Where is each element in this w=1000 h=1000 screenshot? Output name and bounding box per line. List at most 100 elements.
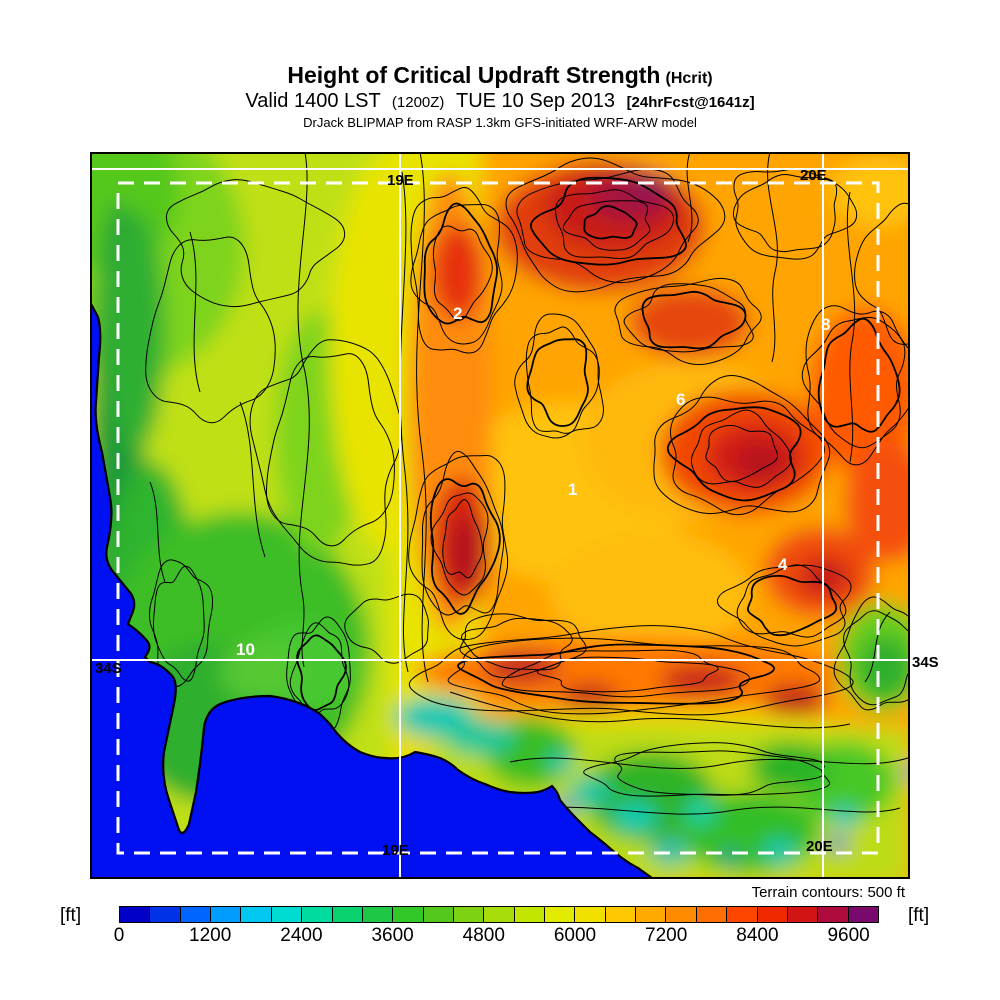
colorbar-segment (393, 907, 424, 922)
site-marker: 4 (778, 555, 788, 574)
colorbar-tick-label: 7200 (645, 925, 688, 946)
terrain-contour (145, 236, 276, 424)
site-marker: 10 (236, 640, 255, 659)
colorbar-segment (696, 907, 728, 922)
colorbar-tick-label: 1200 (189, 925, 232, 946)
terrain-contour (249, 339, 402, 566)
terrain-contour (843, 610, 910, 706)
terrain-contour (653, 375, 831, 515)
terrain-contour (846, 191, 856, 463)
terrain-contour (733, 168, 858, 260)
colorbar-unit-left: [ft] (60, 905, 82, 926)
model-domain-box (116, 181, 880, 855)
terrain-contour (690, 409, 792, 488)
colorbar-tick-label: 9600 (827, 925, 870, 946)
colorbar-segment (362, 907, 394, 922)
model-line: DrJack BLIPMAP from RASP 1.3km GFS-initi… (303, 115, 697, 131)
colorbar-segment (757, 907, 788, 922)
colorbar-unit-right: [ft] (908, 905, 930, 926)
colorbar-segment (575, 907, 606, 922)
terrain-contour (747, 574, 838, 637)
title-parameter: (Hcrit) (665, 70, 713, 87)
terrain-contour (705, 424, 779, 482)
colorbar-segment (848, 907, 878, 922)
valid-time-zulu: (1200Z) (391, 94, 445, 112)
terrain-contour (555, 189, 675, 260)
terrain-contour (529, 176, 687, 266)
colorbar-tick-label: 8400 (736, 925, 779, 946)
terrain-contour (514, 313, 604, 439)
terrain-contour (423, 202, 498, 325)
terrain-contour (432, 225, 493, 321)
terrain-contour (265, 353, 395, 547)
terrain-contour (429, 478, 501, 615)
terrain-contour-note: Terrain contours: 500 ft (751, 884, 905, 901)
terrain-contour (833, 596, 910, 711)
header: Height of Critical Updraft Strength (Hcri… (0, 62, 1000, 131)
colorbar-segment (727, 907, 758, 922)
terrain-contour (421, 450, 505, 616)
colorbar-segment (120, 907, 151, 922)
terrain-contour (864, 611, 891, 683)
colorbar-segment (666, 907, 697, 922)
terrain-contour (410, 203, 503, 345)
site-marker: 6 (676, 390, 685, 409)
terrain-contour (296, 634, 347, 711)
terrain-contour (614, 750, 824, 796)
colorbar-segment (150, 907, 181, 922)
site-marker: 2 (453, 304, 462, 323)
terrain-contour (686, 152, 693, 243)
site-marker: 8 (821, 315, 830, 334)
terrain-contour (716, 564, 852, 647)
terrain-contour (461, 617, 573, 671)
colorbar-segment (787, 907, 819, 922)
terrain-contour (408, 454, 509, 641)
colorbar-tick-label: 0 (113, 925, 125, 946)
grid-label-34s-left: 34S (95, 660, 122, 677)
terrain-contour (669, 396, 825, 516)
terrain-contour (410, 187, 518, 354)
colorbar-segment (605, 907, 637, 922)
terrain-contour (501, 649, 750, 698)
terrain-contour (149, 481, 166, 583)
terrain-contour (408, 625, 854, 716)
colorbar-segment (332, 907, 363, 922)
colorbar-tick-label: 2400 (280, 925, 323, 946)
terrain-contour (442, 499, 483, 579)
colorbar-segment (545, 907, 576, 922)
terrain-contour (736, 564, 847, 638)
colorbar-ticks: 0 1200 2400 3600 4800 6000 7200 8400 9600 (114, 925, 879, 949)
terrain-contour (344, 593, 429, 664)
terrain-contour (583, 205, 638, 240)
valid-time-line: Valid 1400 LST (1200Z) TUE 10 Sep 2013 [… (0, 90, 1000, 113)
ocean (90, 302, 652, 878)
terrain-contour (239, 401, 266, 558)
grid-label-19e-top: 19E (387, 172, 414, 189)
colorbar-segment (423, 907, 454, 922)
coastline (90, 301, 653, 879)
terrain-contour (583, 742, 831, 797)
terrain-contour (286, 616, 351, 731)
grid-label-19e-bottom: 19E (382, 842, 409, 859)
valid-time: Valid 1400 LST (245, 90, 381, 113)
terrain-contour (430, 492, 489, 596)
map-canvas: 19E 20E 19E 20E 34S 34S 2 8 6 1 4 10 (90, 152, 939, 879)
terrain-contour (189, 231, 201, 393)
terrain-contour (519, 806, 901, 815)
terrain-contour (509, 757, 909, 769)
terrain-contour (562, 200, 651, 251)
colorbar-segment (514, 907, 546, 922)
colorbar-segment (271, 907, 303, 922)
colorbar-tick-label: 4800 (462, 925, 505, 946)
terrain-contour (297, 152, 310, 668)
colorbar-segment (211, 907, 242, 922)
grid-label-20e-top: 20E (800, 167, 827, 184)
terrain-contour (165, 179, 346, 308)
terrain-contour (399, 171, 409, 673)
terrain-contour (641, 290, 747, 350)
terrain-contour (449, 691, 851, 729)
terrain-contours (145, 152, 910, 815)
terrain-contour (525, 326, 600, 434)
terrain-contour (666, 406, 802, 502)
